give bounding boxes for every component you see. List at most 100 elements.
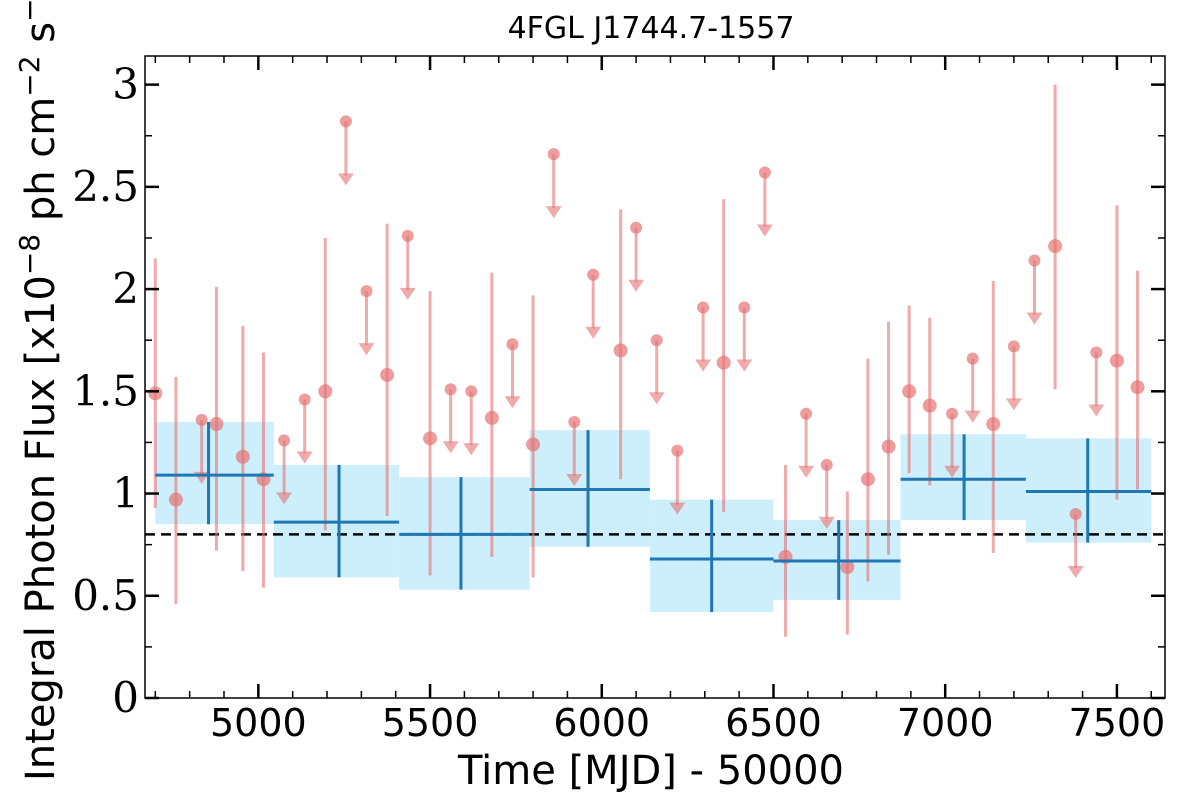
upper-limit-arrow: [1005, 398, 1022, 411]
x-tick-label: 7000: [897, 701, 994, 745]
upper-limit-point: [360, 285, 373, 298]
upper-limit-arrow: [566, 473, 583, 486]
y-tick-label: 3: [112, 60, 139, 109]
data-point: [1109, 353, 1124, 368]
upper-limit-arrow: [628, 279, 645, 292]
y-axis-label-mid: ph cm: [18, 97, 64, 234]
data-point: [986, 417, 1001, 432]
y-tick-label: 0: [112, 673, 139, 722]
upper-limit-point: [1069, 507, 1082, 520]
upper-limit-arrow: [442, 441, 459, 454]
chart-title: 4FGL J1744.7-1557: [508, 11, 795, 46]
upper-limit-arrow: [695, 359, 712, 372]
y-tick-label: 2.5: [72, 162, 139, 211]
upper-limit-point: [195, 413, 208, 426]
upper-limit-point: [630, 221, 643, 234]
data-point: [922, 398, 937, 413]
x-tick-label: 6000: [553, 701, 650, 745]
upper-limit-arrow: [798, 465, 815, 478]
upper-limit-point: [506, 338, 519, 351]
data-point: [484, 410, 499, 425]
upper-limit-arrow: [648, 392, 665, 405]
upper-limit-arrow: [463, 443, 480, 456]
y-tick-label: 1.5: [72, 366, 139, 415]
upper-limit-point: [339, 115, 352, 128]
upper-limit-arrow: [358, 343, 375, 356]
upper-limit-arrow: [337, 173, 354, 186]
upper-limit-arrow: [669, 502, 686, 515]
data-point: [1048, 239, 1063, 254]
data-point: [881, 439, 896, 454]
upper-limit-arrow: [504, 396, 521, 409]
y-axis-label: Integral Photon Flux [x10−8 ph cm−2 s−1]: [13, 0, 64, 781]
upper-limit-point: [738, 301, 751, 314]
bins-layer: [155, 421, 1152, 613]
upper-limit-point: [1028, 254, 1041, 267]
data-point: [209, 417, 224, 432]
upper-limit-arrow: [399, 287, 416, 300]
data-point: [716, 355, 731, 370]
data-point: [318, 384, 333, 399]
upper-limit-point: [278, 434, 291, 447]
upper-limit-arrow: [1026, 312, 1043, 325]
data-point: [380, 367, 395, 382]
data-point: [840, 560, 855, 575]
y-tick-label: 0.5: [72, 571, 139, 620]
y-axis-label-exp1: −8: [13, 234, 46, 275]
y-tick-label: 2: [112, 264, 139, 313]
axes-layer: 5000 5500 6000 6500 7000 7500 0 0.5 1 1.5 2 2.5 3: [72, 55, 1166, 745]
data-point: [1130, 380, 1145, 395]
upper-limit-point: [650, 334, 663, 347]
data-point: [423, 431, 438, 446]
data-point: [613, 343, 628, 358]
y-axis-label-exp3: −1: [13, 0, 46, 22]
data-point: [235, 449, 250, 464]
upper-limit-point: [966, 352, 979, 365]
bin-band: [155, 421, 274, 525]
x-tick-label: 7500: [1069, 701, 1166, 745]
upper-limit-arrow: [276, 492, 293, 505]
upper-limit-arrow: [1088, 404, 1105, 417]
upper-limit-point: [671, 444, 684, 457]
upper-limit-point: [444, 383, 457, 396]
upper-limit-point: [547, 148, 560, 161]
data-point: [860, 472, 875, 487]
plot-frame: [144, 55, 1166, 699]
upper-limit-point: [820, 458, 833, 471]
points-layer: [148, 84, 1145, 637]
upper-limit-arrow: [964, 410, 981, 423]
data-point: [168, 492, 183, 507]
upper-limit-point: [1090, 346, 1103, 359]
x-tick-label: 5500: [382, 701, 479, 745]
data-point: [902, 384, 917, 399]
y-axis-label-mid2: s: [18, 22, 64, 56]
upper-limit-arrow: [818, 516, 835, 529]
x-axis-label: Time [MJD] - 50000: [457, 748, 844, 794]
upper-limit-point: [298, 393, 311, 406]
x-tick-label: 5000: [210, 701, 307, 745]
upper-limit-arrow: [545, 206, 562, 219]
upper-limit-point: [465, 385, 478, 398]
upper-limit-point: [758, 166, 771, 179]
y-tick-label: 1: [112, 469, 139, 518]
upper-limit-arrow: [944, 465, 961, 478]
upper-limit-point: [401, 229, 414, 242]
upper-limit-arrow: [296, 451, 313, 464]
upper-limit-point: [568, 415, 581, 428]
upper-limit-point: [1007, 340, 1020, 353]
upper-limit-arrow: [1067, 565, 1084, 578]
data-point: [526, 437, 541, 452]
data-point: [148, 386, 163, 401]
upper-limit-arrow: [736, 359, 753, 372]
upper-limit-point: [697, 301, 710, 314]
upper-limit-arrow: [585, 326, 602, 339]
upper-limit-point: [946, 407, 959, 420]
x-tick-label: 6500: [725, 701, 822, 745]
y-axis-label-prefix: Integral Photon Flux [x10: [18, 275, 64, 781]
upper-limit-point: [587, 268, 600, 281]
upper-limit-point: [800, 407, 813, 420]
upper-limit-arrow: [756, 224, 773, 237]
y-axis-label-exp2: −2: [13, 55, 46, 96]
